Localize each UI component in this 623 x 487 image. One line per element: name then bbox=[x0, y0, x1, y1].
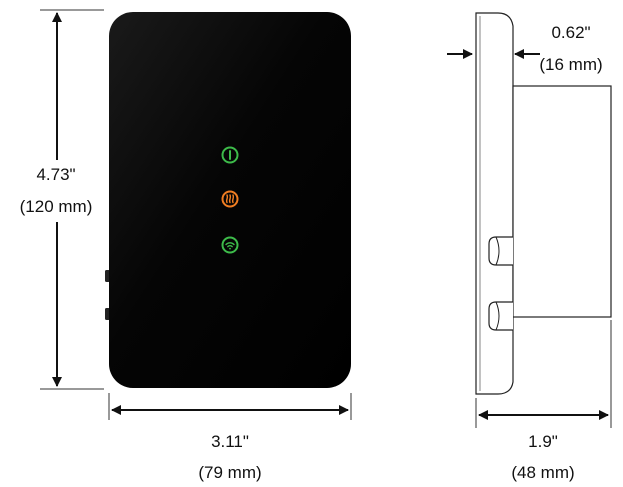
side-view-button-upper bbox=[488, 236, 513, 266]
side-view: 0.62" (16 mm) 1.9" (48 mm) bbox=[447, 12, 612, 482]
front-view: 4.73" (120 mm) 3.11" (79 mm) bbox=[20, 9, 352, 482]
power-icon bbox=[221, 146, 239, 164]
wifi-icon bbox=[221, 236, 239, 254]
thickness-label: 0.62" bbox=[551, 23, 590, 42]
thickness-metric-label: (16 mm) bbox=[539, 55, 602, 74]
back-box-profile bbox=[512, 85, 612, 318]
width-label: 3.11" bbox=[211, 432, 249, 451]
depth-metric-label: (48 mm) bbox=[511, 463, 574, 482]
height-label: 4.73" bbox=[36, 165, 75, 184]
side-button-upper bbox=[105, 270, 110, 282]
height-metric-label: (120 mm) bbox=[20, 197, 93, 216]
side-view-button-lower bbox=[488, 301, 513, 331]
front-plate-profile bbox=[475, 12, 514, 395]
side-button-lower bbox=[105, 308, 110, 320]
depth-label: 1.9" bbox=[528, 432, 558, 451]
heating-icon bbox=[221, 190, 239, 208]
width-metric-label: (79 mm) bbox=[198, 463, 261, 482]
